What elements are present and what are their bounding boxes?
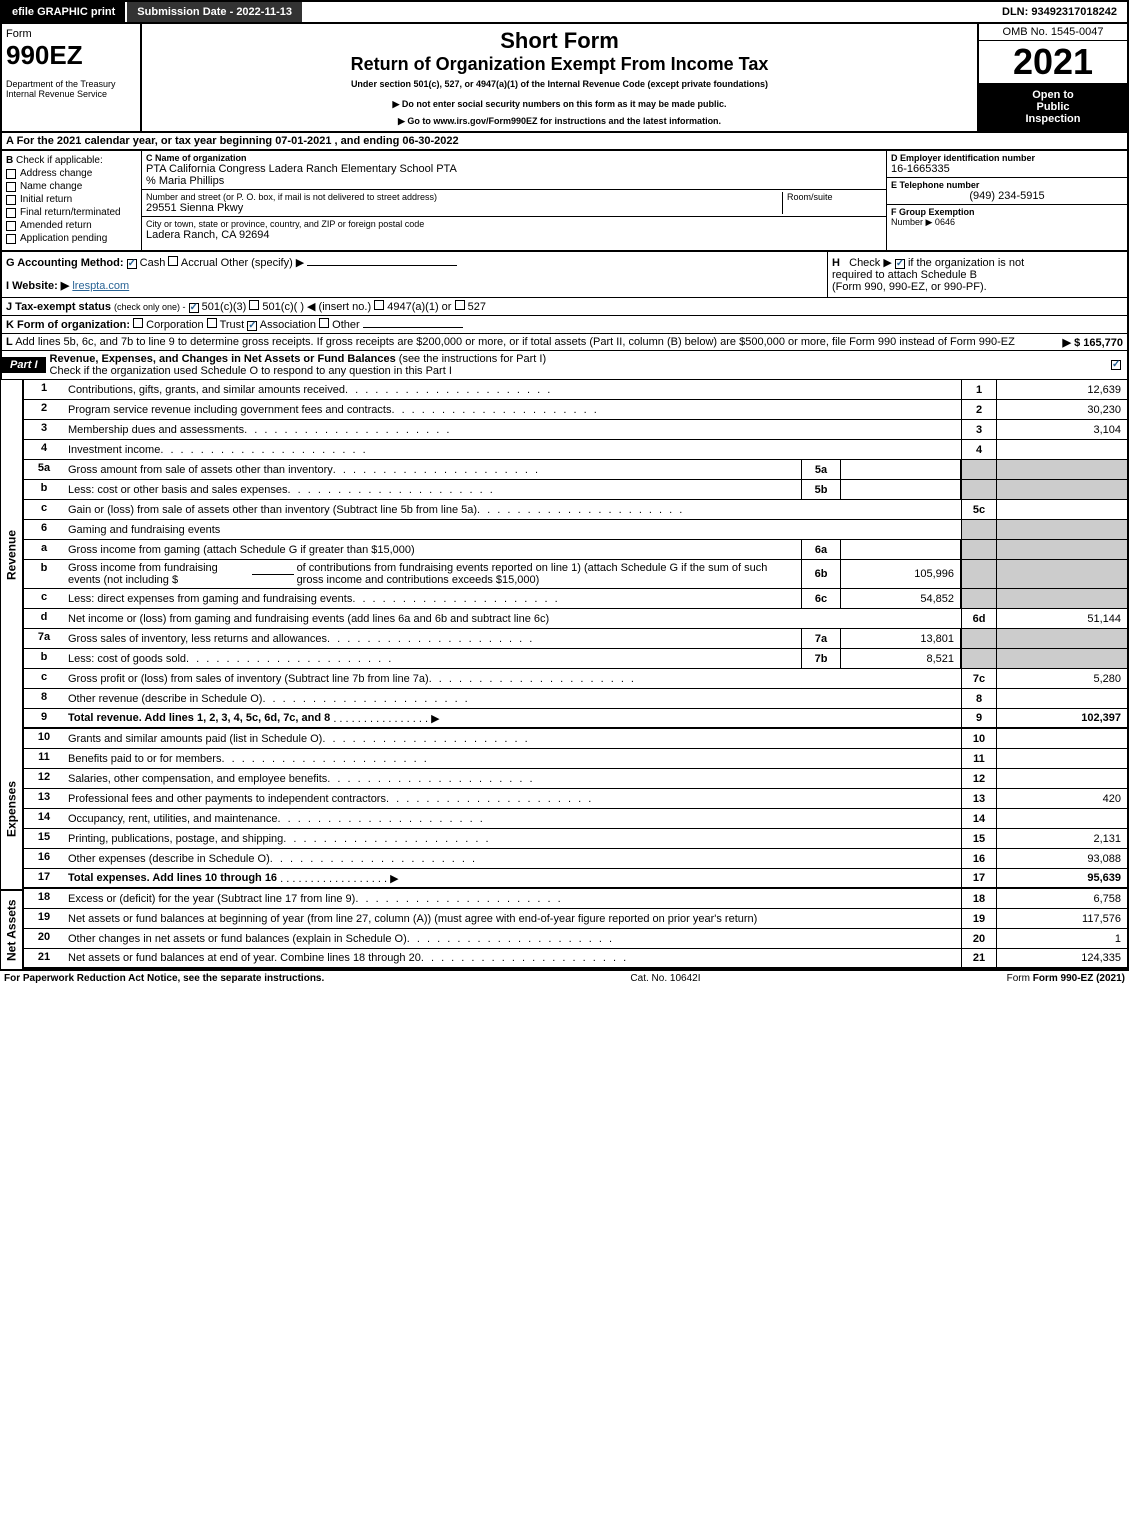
top-bar: efile GRAPHIC print Submission Date - 20… bbox=[0, 0, 1129, 24]
catalog-number: Cat. No. 10642I bbox=[630, 973, 700, 984]
line-15-value: 2,131 bbox=[997, 829, 1127, 848]
checkbox-trust[interactable] bbox=[207, 318, 217, 328]
line-21-value: 124,335 bbox=[997, 949, 1127, 967]
tax-year: 2021 bbox=[979, 41, 1127, 83]
line-1-value: 12,639 bbox=[997, 380, 1127, 399]
checkbox-name-change[interactable] bbox=[6, 182, 16, 192]
expenses-section: Expenses 10Grants and similar amounts pa… bbox=[0, 729, 1129, 889]
submission-date-button[interactable]: Submission Date - 2022-11-13 bbox=[127, 2, 302, 22]
title-main: Return of Organization Exempt From Incom… bbox=[146, 54, 973, 75]
efile-print-button[interactable]: efile GRAPHIC print bbox=[2, 2, 127, 22]
checkbox-association[interactable] bbox=[247, 321, 257, 331]
line-20-value: 1 bbox=[997, 929, 1127, 948]
dept-label: Department of the Treasury bbox=[6, 79, 136, 89]
form-number: 990EZ bbox=[6, 40, 136, 71]
checkbox-other-org[interactable] bbox=[319, 318, 329, 328]
room-suite-label: Room/suite bbox=[787, 192, 882, 202]
line-14-value bbox=[997, 809, 1127, 828]
section-a-tax-year: A For the 2021 calendar year, or tax yea… bbox=[0, 133, 1129, 151]
website-link[interactable]: lrespta.com bbox=[72, 280, 129, 292]
line-17-value: 95,639 bbox=[997, 869, 1127, 887]
net-assets-section: Net Assets 18Excess or (deficit) for the… bbox=[0, 889, 1129, 969]
ein-value: 16-1665335 bbox=[891, 163, 1123, 175]
city-state-zip: Ladera Ranch, CA 92694 bbox=[146, 229, 882, 241]
goto-link[interactable]: ▶ Go to www.irs.gov/Form990EZ for instru… bbox=[146, 116, 973, 127]
line-3-value: 3,104 bbox=[997, 420, 1127, 439]
dln-label: DLN: 93492317018242 bbox=[992, 2, 1127, 22]
section-k: K Form of organization: Corporation Trus… bbox=[0, 316, 1129, 334]
line-6c-value: 54,852 bbox=[841, 589, 961, 608]
info-grid: B Check if applicable: Address change Na… bbox=[0, 151, 1129, 252]
line-6b-value: 105,996 bbox=[841, 560, 961, 588]
checkbox-corporation[interactable] bbox=[133, 318, 143, 328]
checkbox-4947[interactable] bbox=[374, 300, 384, 310]
checkbox-527[interactable] bbox=[455, 300, 465, 310]
checkbox-final-return[interactable] bbox=[6, 208, 16, 218]
checkbox-501c[interactable] bbox=[249, 300, 259, 310]
section-b: B Check if applicable: Address change Na… bbox=[2, 151, 142, 250]
care-of: % Maria Phillips bbox=[146, 175, 882, 187]
form-header: Form 990EZ Department of the Treasury In… bbox=[0, 24, 1129, 133]
line-5c-value bbox=[997, 500, 1127, 519]
expenses-side-label: Expenses bbox=[0, 729, 24, 889]
line-6d-value: 51,144 bbox=[997, 609, 1127, 628]
section-j: J Tax-exempt status (check only one) - 5… bbox=[0, 298, 1129, 316]
line-19-value: 117,576 bbox=[997, 909, 1127, 928]
line-18-value: 6,758 bbox=[997, 889, 1127, 908]
title-short-form: Short Form bbox=[146, 28, 973, 54]
part-1-header: Part I Revenue, Expenses, and Changes in… bbox=[0, 351, 1129, 380]
group-exemption-number: Number ▶ 0646 bbox=[891, 217, 1123, 228]
line-11-value bbox=[997, 749, 1127, 768]
org-name: PTA California Congress Ladera Ranch Ele… bbox=[146, 163, 882, 175]
omb-number: OMB No. 1545-0047 bbox=[979, 24, 1127, 41]
line-4-value bbox=[997, 440, 1127, 459]
phone-label: E Telephone number bbox=[891, 180, 1123, 190]
street-address: 29551 Sienna Pkwy bbox=[146, 202, 782, 214]
checkbox-application-pending[interactable] bbox=[6, 234, 16, 244]
website-label: I Website: ▶ bbox=[6, 280, 69, 292]
checkbox-address-change[interactable] bbox=[6, 169, 16, 179]
gross-receipts-amount: ▶ $ 165,770 bbox=[1063, 336, 1123, 349]
group-exemption-label: F Group Exemption bbox=[891, 207, 1123, 217]
revenue-section: Revenue 1Contributions, gifts, grants, a… bbox=[0, 380, 1129, 729]
checkbox-amended-return[interactable] bbox=[6, 221, 16, 231]
line-9-value: 102,397 bbox=[997, 709, 1127, 727]
line-8-value bbox=[997, 689, 1127, 708]
checkbox-cash[interactable] bbox=[127, 259, 137, 269]
checkbox-schedule-b[interactable] bbox=[895, 259, 905, 269]
org-name-label: C Name of organization bbox=[146, 153, 882, 163]
line-7b-value: 8,521 bbox=[841, 649, 961, 668]
ssn-warning: ▶ Do not enter social security numbers o… bbox=[146, 99, 973, 110]
line-13-value: 420 bbox=[997, 789, 1127, 808]
line-16-value: 93,088 bbox=[997, 849, 1127, 868]
line-12-value bbox=[997, 769, 1127, 788]
paperwork-notice: For Paperwork Reduction Act Notice, see … bbox=[4, 973, 324, 984]
section-gh: G Accounting Method: Cash Accrual Other … bbox=[0, 252, 1129, 298]
accounting-method-label: G Accounting Method: bbox=[6, 257, 124, 269]
checkbox-initial-return[interactable] bbox=[6, 195, 16, 205]
line-2-value: 30,230 bbox=[997, 400, 1127, 419]
inspection-box: Open to Public Inspection bbox=[979, 83, 1127, 131]
checkbox-schedule-o-part1[interactable] bbox=[1111, 360, 1121, 370]
irs-label: Internal Revenue Service bbox=[6, 89, 136, 99]
section-def: D Employer identification number 16-1665… bbox=[887, 151, 1127, 250]
form-label: Form bbox=[6, 28, 136, 40]
page-footer: For Paperwork Reduction Act Notice, see … bbox=[0, 969, 1129, 986]
line-7c-value: 5,280 bbox=[997, 669, 1127, 688]
part-1-label: Part I bbox=[2, 357, 46, 373]
net-assets-side-label: Net Assets bbox=[0, 889, 24, 969]
checkbox-accrual[interactable] bbox=[168, 256, 178, 266]
ein-label: D Employer identification number bbox=[891, 153, 1123, 163]
line-10-value bbox=[997, 729, 1127, 748]
city-label: City or town, state or province, country… bbox=[146, 219, 882, 229]
revenue-side-label: Revenue bbox=[0, 380, 24, 729]
checkbox-501c3[interactable] bbox=[189, 303, 199, 313]
form-ref: Form Form 990-EZ (2021) bbox=[1007, 973, 1125, 984]
section-c: C Name of organization PTA California Co… bbox=[142, 151, 887, 250]
phone-value: (949) 234-5915 bbox=[891, 190, 1123, 202]
section-l: L Add lines 5b, 6c, and 7b to line 9 to … bbox=[0, 334, 1129, 351]
line-7a-value: 13,801 bbox=[841, 629, 961, 648]
subtitle: Under section 501(c), 527, or 4947(a)(1)… bbox=[146, 79, 973, 89]
address-label: Number and street (or P. O. box, if mail… bbox=[146, 192, 782, 202]
